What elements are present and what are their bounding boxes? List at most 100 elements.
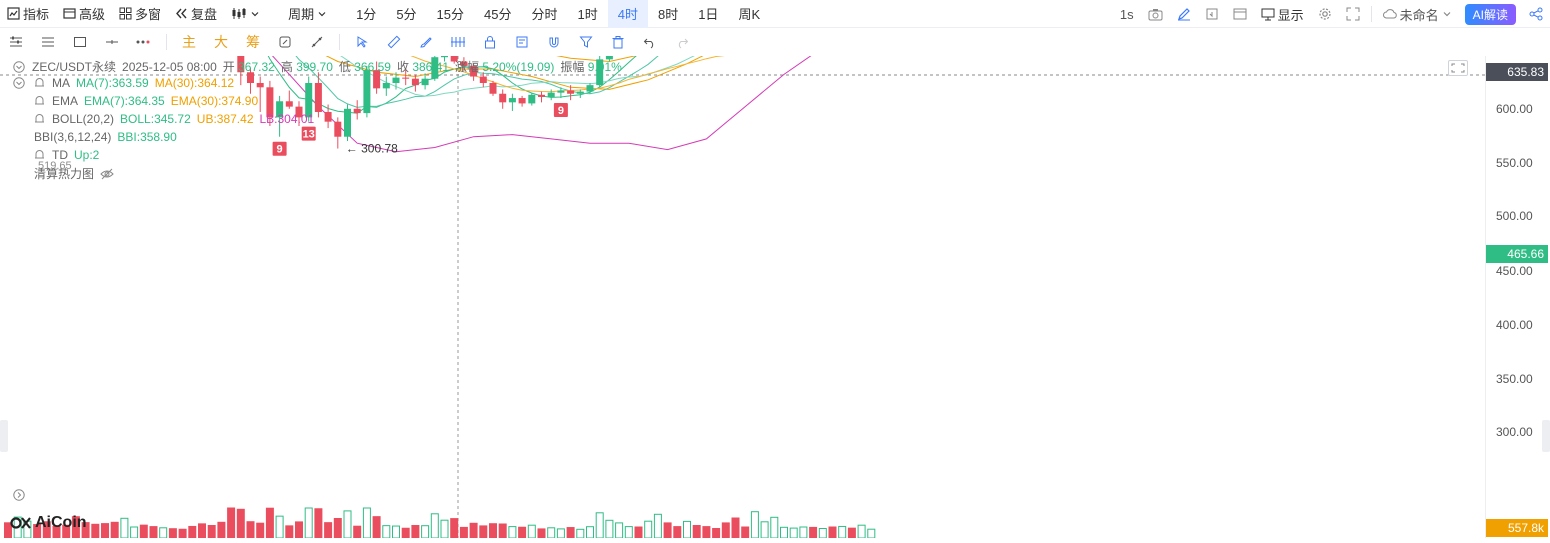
tab-45m[interactable]: 45分 bbox=[484, 7, 512, 22]
pattern-tool[interactable] bbox=[442, 29, 474, 55]
boll-ub-value: UB:387.42 bbox=[196, 112, 254, 126]
magnet-tool[interactable] bbox=[538, 29, 570, 55]
eye-off-icon[interactable] bbox=[100, 167, 114, 181]
trend-tool[interactable] bbox=[301, 29, 333, 55]
left-panel-handle[interactable] bbox=[0, 420, 8, 452]
filter-icon bbox=[579, 36, 593, 48]
note-tool[interactable] bbox=[506, 29, 538, 55]
price-tick: 500.00 bbox=[1496, 209, 1533, 223]
lock-tool[interactable] bbox=[474, 29, 506, 55]
bell-icon[interactable] bbox=[32, 76, 46, 90]
candle-body bbox=[431, 57, 439, 79]
volume-bar bbox=[130, 526, 139, 539]
legend-ma: MA MA(7):363.59 MA(30):364.12 bbox=[12, 76, 234, 90]
bbi-value: BBI:358.90 bbox=[117, 130, 177, 144]
filter-tool[interactable] bbox=[570, 29, 602, 55]
volume-bar bbox=[421, 525, 430, 539]
chart-fullscreen-button[interactable] bbox=[1448, 60, 1468, 76]
interval-tabs: 1分 5分 15分 45分 分时 1时 4时 8时 1日 周K bbox=[346, 0, 770, 28]
legend-ohlc: ZEC/USDT永续 2025-12-05 08:00 开 367.32 高 3… bbox=[12, 58, 622, 75]
menu-button[interactable] bbox=[0, 29, 32, 55]
redo-icon bbox=[678, 38, 689, 49]
candle-body bbox=[363, 70, 371, 114]
close-label: 收 bbox=[396, 60, 409, 74]
multi-window-button[interactable]: 多窗 bbox=[112, 0, 168, 28]
indicators-button[interactable]: 指标 bbox=[0, 0, 56, 28]
undo-button[interactable] bbox=[634, 29, 666, 55]
price-axis[interactable]: 635.83 600.00 550.00 500.00 465.66 450.0… bbox=[1485, 56, 1550, 538]
tab-8h[interactable]: 8时 bbox=[657, 7, 679, 22]
ai-read-button[interactable]: AI解读 bbox=[1464, 3, 1516, 25]
period-dropdown[interactable]: 周期 bbox=[281, 0, 334, 28]
tab-1m[interactable]: 1分 bbox=[356, 7, 377, 22]
more-tools-button[interactable] bbox=[128, 29, 160, 55]
candle-datetime: 2025-12-05 08:00 bbox=[122, 59, 217, 74]
redo-button[interactable] bbox=[666, 29, 698, 55]
td-marker-label: 13 bbox=[303, 129, 315, 141]
big-order-button[interactable]: 大 bbox=[214, 34, 228, 50]
pen-icon bbox=[1177, 8, 1190, 21]
layout-button[interactable] bbox=[1226, 0, 1254, 28]
volume-bar bbox=[770, 516, 779, 539]
candlestick-chart[interactable]: 99139913← 300.78 bbox=[0, 0, 1485, 539]
chart-area[interactable]: 99139913← 300.78 bbox=[0, 0, 1485, 539]
delete-tool[interactable] bbox=[602, 29, 634, 55]
main-force-button[interactable]: 主 bbox=[182, 34, 196, 50]
bell-icon[interactable] bbox=[32, 148, 46, 162]
fullscreen-button[interactable] bbox=[1339, 0, 1367, 28]
ruler-tool[interactable] bbox=[378, 29, 410, 55]
share-icon bbox=[1529, 7, 1543, 21]
price-tick: 450.00 bbox=[1496, 264, 1533, 278]
advanced-button[interactable]: 高级 bbox=[56, 0, 112, 28]
sync-tool[interactable] bbox=[269, 29, 301, 55]
volume-bar bbox=[256, 522, 265, 539]
candle-body bbox=[411, 78, 419, 86]
tab-timeshare[interactable]: 分时 bbox=[531, 7, 558, 22]
rectangle-icon bbox=[74, 37, 86, 47]
right-panel-handle[interactable] bbox=[1542, 420, 1550, 452]
cursor-tool[interactable] bbox=[346, 29, 378, 55]
tab-1s[interactable]: 1s bbox=[1119, 6, 1134, 22]
tab-1h[interactable]: 1时 bbox=[577, 7, 598, 22]
hline-tool[interactable] bbox=[96, 29, 128, 55]
symbol-name: ZEC/USDT永续 bbox=[32, 60, 117, 74]
ma-collapse-toggle[interactable] bbox=[12, 76, 26, 90]
volume-bar bbox=[246, 521, 255, 539]
tab-4h[interactable]: 4时 bbox=[607, 0, 648, 28]
restore-button[interactable] bbox=[1198, 0, 1226, 28]
display-button[interactable]: 显示 bbox=[1254, 0, 1311, 28]
bell-icon[interactable] bbox=[32, 112, 46, 126]
chevron-circle-icon bbox=[13, 60, 25, 73]
template-label: 未命名 bbox=[1399, 7, 1439, 23]
share-button[interactable] bbox=[1522, 0, 1550, 28]
screenshot-button[interactable] bbox=[1141, 0, 1170, 28]
brush-tool[interactable] bbox=[410, 29, 442, 55]
volume-bar bbox=[110, 521, 119, 539]
tab-5m[interactable]: 5分 bbox=[396, 7, 417, 22]
expand-volume-toggle[interactable] bbox=[12, 488, 26, 502]
chip-button[interactable]: 筹 bbox=[246, 34, 260, 50]
volume-bar bbox=[353, 525, 362, 539]
tab-15m[interactable]: 15分 bbox=[436, 7, 465, 22]
rect-tool[interactable] bbox=[64, 29, 96, 55]
candle-body bbox=[247, 72, 254, 83]
volume-bar bbox=[576, 528, 585, 539]
restore-icon bbox=[1206, 8, 1218, 20]
chart-type-dropdown[interactable] bbox=[224, 0, 267, 28]
settings-button[interactable] bbox=[1311, 0, 1339, 28]
ruler-icon bbox=[387, 35, 401, 49]
ema-name: EMA bbox=[52, 94, 79, 108]
candle-body bbox=[567, 90, 575, 94]
list-button[interactable] bbox=[32, 29, 64, 55]
bell-icon[interactable] bbox=[32, 94, 46, 108]
tab-1d[interactable]: 1日 bbox=[698, 7, 719, 22]
tab-week[interactable]: 周K bbox=[738, 7, 761, 22]
replay-button[interactable]: 复盘 bbox=[168, 0, 224, 28]
template-dropdown[interactable]: 未命名 bbox=[1376, 0, 1459, 28]
volume-bar bbox=[459, 526, 468, 539]
volume-bar bbox=[547, 527, 556, 539]
draw-button[interactable] bbox=[1170, 0, 1198, 28]
volume-bar bbox=[799, 526, 808, 539]
collapse-toggle[interactable] bbox=[12, 60, 26, 74]
volume-bar bbox=[440, 519, 449, 539]
